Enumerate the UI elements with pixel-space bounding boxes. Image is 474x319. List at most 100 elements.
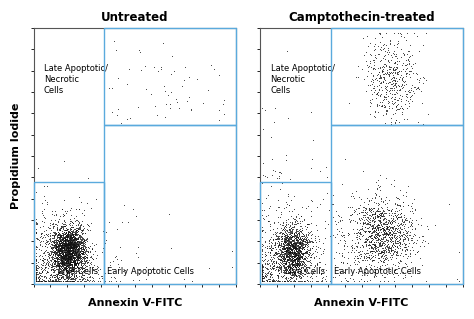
Point <box>297 236 305 241</box>
Point <box>73 270 80 275</box>
Point <box>373 208 381 213</box>
Point <box>62 261 69 266</box>
Point <box>377 213 384 218</box>
Point <box>376 240 383 245</box>
Point <box>377 45 384 50</box>
Point <box>70 233 77 238</box>
Point <box>359 207 366 212</box>
Point <box>63 278 70 283</box>
Point <box>300 234 307 239</box>
Point <box>381 103 388 108</box>
Point <box>73 249 81 255</box>
Point <box>62 259 70 264</box>
Point <box>32 271 39 277</box>
Point <box>64 275 72 280</box>
Point <box>58 224 66 229</box>
Point <box>88 205 95 211</box>
Point <box>71 230 79 235</box>
Point <box>284 249 292 254</box>
Point <box>62 247 70 252</box>
Point <box>272 264 279 269</box>
Point <box>67 239 75 244</box>
Point <box>298 264 306 270</box>
Point <box>51 232 59 237</box>
Point <box>284 257 292 262</box>
Point <box>59 234 67 239</box>
Point <box>74 249 82 254</box>
Point <box>72 237 80 242</box>
Point <box>346 213 354 218</box>
Point <box>381 123 389 128</box>
Point <box>97 274 104 279</box>
Point <box>42 227 50 233</box>
Point <box>55 239 63 244</box>
Point <box>382 232 390 237</box>
Point <box>34 279 42 284</box>
Point <box>57 269 64 274</box>
Point <box>35 237 42 242</box>
Point <box>74 256 82 261</box>
Point <box>389 83 397 88</box>
Point <box>407 75 414 80</box>
Point <box>407 273 415 278</box>
Point <box>293 260 301 265</box>
Point <box>350 255 358 260</box>
Point <box>303 243 310 248</box>
Point <box>63 242 71 247</box>
Point <box>305 252 312 257</box>
Point <box>46 278 53 283</box>
Point <box>351 254 358 259</box>
Point <box>40 234 47 240</box>
Point <box>73 241 80 246</box>
Point <box>311 238 319 243</box>
Point <box>61 241 68 246</box>
Point <box>379 198 386 204</box>
Point <box>376 221 384 226</box>
Point <box>53 253 61 258</box>
Point <box>369 67 376 72</box>
Point <box>398 218 406 223</box>
Point <box>373 244 381 249</box>
Point <box>381 71 388 77</box>
Point <box>77 265 85 271</box>
Point <box>65 254 73 259</box>
Point <box>55 265 63 270</box>
Point <box>63 236 71 241</box>
Point <box>308 271 315 276</box>
Point <box>53 257 61 262</box>
Point <box>264 278 271 283</box>
Point <box>354 255 361 260</box>
Point <box>355 249 363 255</box>
Point <box>285 239 292 244</box>
Point <box>60 256 67 261</box>
Point <box>259 267 266 272</box>
Point <box>64 270 72 275</box>
Point <box>405 183 412 189</box>
Point <box>64 256 71 261</box>
Point <box>159 41 166 46</box>
Point <box>76 239 83 244</box>
Point <box>287 258 295 263</box>
Point <box>69 268 76 273</box>
Point <box>57 246 65 251</box>
Point <box>55 256 62 261</box>
Point <box>57 225 65 230</box>
Point <box>32 274 39 279</box>
Point <box>288 221 296 226</box>
Point <box>69 265 77 270</box>
Point <box>59 251 67 256</box>
Point <box>289 245 296 250</box>
Point <box>51 241 59 246</box>
Point <box>298 263 305 268</box>
Point <box>71 276 79 281</box>
Point <box>35 279 43 284</box>
Point <box>368 230 375 235</box>
Point <box>298 241 306 246</box>
Point <box>375 78 383 83</box>
Point <box>56 260 64 265</box>
Point <box>72 249 79 254</box>
Point <box>407 260 415 265</box>
Point <box>397 257 404 262</box>
Point <box>364 33 371 38</box>
Point <box>300 244 307 249</box>
